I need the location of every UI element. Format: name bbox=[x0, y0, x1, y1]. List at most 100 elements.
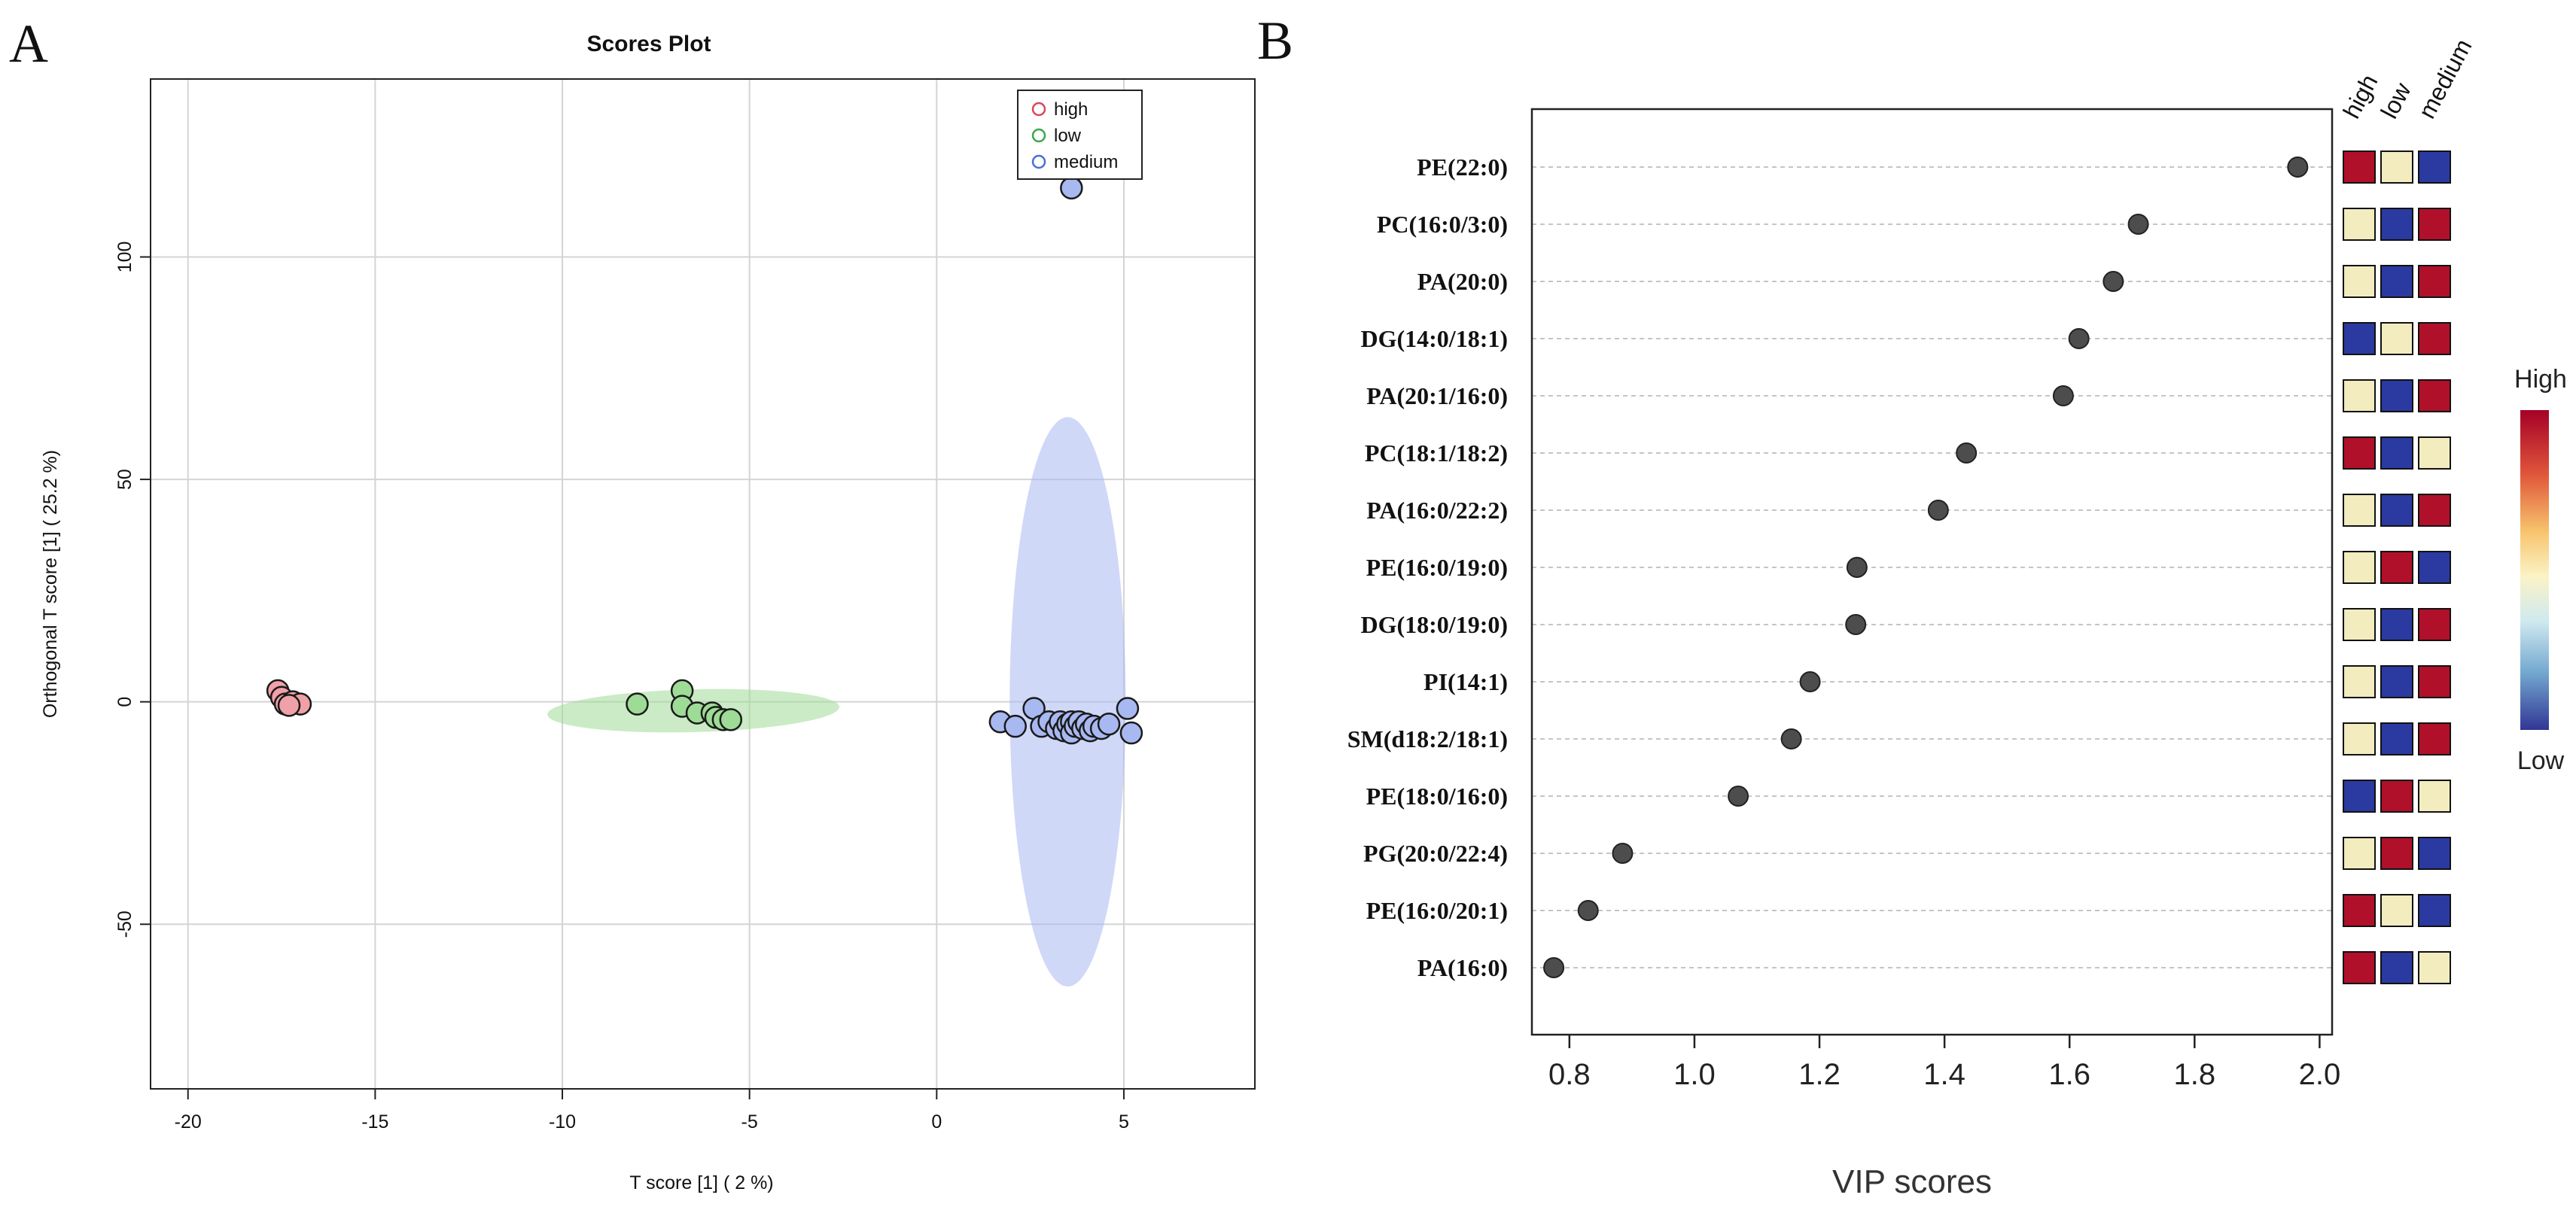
heatmap-cell-medium bbox=[2418, 608, 2451, 641]
x-tick-label: 2.0 bbox=[2299, 1058, 2341, 1091]
vip-point bbox=[1845, 614, 1867, 635]
category-label: PA(20:0) bbox=[1417, 268, 1508, 295]
category-label: PE(18:0/16:0) bbox=[1366, 783, 1508, 810]
heatmap-cell-medium bbox=[2418, 208, 2451, 241]
category-label: PI(14:1) bbox=[1423, 668, 1508, 695]
legend-label-medium: medium bbox=[1054, 152, 1118, 172]
y-tick-label: -50 bbox=[114, 911, 135, 938]
heatmap-cell-medium bbox=[2418, 322, 2451, 355]
heatmap-cell-medium bbox=[2418, 951, 2451, 984]
scores-plot-legend: high low medium bbox=[1017, 90, 1143, 180]
heatmap-cell-low bbox=[2380, 208, 2413, 241]
heatmap-cell-low bbox=[2380, 665, 2413, 698]
vip-plot: PE(22:0) PC(16:0/3:0) PA(20:0) DG(14:0/18:1… bbox=[1347, 35, 2567, 1200]
vip-point bbox=[2287, 157, 2309, 178]
category-label: PG(20:0/22:4) bbox=[1363, 840, 1508, 867]
heatmap-cell-high bbox=[2343, 722, 2376, 755]
point-medium bbox=[1060, 176, 1083, 200]
scores-plot-grid bbox=[151, 79, 1255, 1089]
x-tick-label: -15 bbox=[361, 1111, 388, 1132]
heatmap-cell-low bbox=[2380, 436, 2413, 470]
category-label: PC(18:1/18:2) bbox=[1365, 439, 1508, 467]
heatmap-cell-medium bbox=[2418, 551, 2451, 584]
point-medium bbox=[1097, 712, 1121, 736]
point-high bbox=[277, 694, 301, 717]
legend-marker-high bbox=[1031, 102, 1046, 117]
heatmap-cell-high bbox=[2343, 150, 2376, 184]
heatmap-cell-medium bbox=[2418, 436, 2451, 470]
heatmap-cell-low bbox=[2380, 379, 2413, 412]
heatmap-cell-high bbox=[2343, 665, 2376, 698]
x-tick-label: 1.8 bbox=[2173, 1058, 2215, 1091]
legend-label-low: low bbox=[1054, 126, 1082, 146]
x-tick-label: 5 bbox=[1119, 1111, 1129, 1132]
category-label: PC(16:0/3:0) bbox=[1377, 211, 1508, 238]
heatmap-cell-high bbox=[2343, 837, 2376, 870]
x-tick-label: -5 bbox=[741, 1111, 758, 1132]
vip-plot-x-axis: 0.8 1.0 1.2 1.4 1.6 1.8 2.0 bbox=[1548, 1035, 2340, 1091]
category-label: PA(16:0) bbox=[1417, 954, 1508, 981]
heatmap-cell-medium bbox=[2418, 494, 2451, 527]
heatmap-cell-low bbox=[2380, 608, 2413, 641]
vip-colorbar: High Low bbox=[2514, 365, 2567, 775]
heatmap-cell-low bbox=[2380, 951, 2413, 984]
y-tick-label: 100 bbox=[114, 242, 135, 273]
category-label: PA(16:0/22:2) bbox=[1366, 497, 1508, 524]
vip-point bbox=[1728, 786, 1749, 807]
heatmap-cell-low bbox=[2380, 722, 2413, 755]
legend-label-high: high bbox=[1054, 99, 1088, 120]
heatmap-cell-medium bbox=[2418, 665, 2451, 698]
point-medium bbox=[1119, 721, 1143, 745]
heatmap-cell-low bbox=[2380, 150, 2413, 184]
y-tick-label: 0 bbox=[114, 697, 135, 707]
heatmap-cell-high bbox=[2343, 894, 2376, 927]
x-tick-label: 1.2 bbox=[1798, 1058, 1841, 1091]
x-tick-label: -20 bbox=[175, 1111, 202, 1132]
heatmap-cell-high bbox=[2343, 322, 2376, 355]
vip-heatmap bbox=[2343, 150, 2451, 984]
panel-b-label: B bbox=[1257, 11, 1293, 71]
heatmap-cell-low bbox=[2380, 494, 2413, 527]
vip-point bbox=[1543, 957, 1565, 978]
vip-point bbox=[1577, 900, 1599, 921]
x-tick-label: 0 bbox=[931, 1111, 942, 1132]
category-label: PA(20:1/16:0) bbox=[1366, 382, 1508, 409]
heatmap-cell-low bbox=[2380, 551, 2413, 584]
heatmap-cell-medium bbox=[2418, 379, 2451, 412]
scores-plot-title: Scores Plot bbox=[586, 32, 711, 56]
point-medium bbox=[1116, 697, 1140, 720]
heatmap-cell-medium bbox=[2418, 837, 2451, 870]
x-tick-label: 1.6 bbox=[2048, 1058, 2090, 1091]
heatmap-cell-high bbox=[2343, 951, 2376, 984]
vip-point bbox=[1612, 843, 1634, 864]
y-tick-label: 50 bbox=[114, 469, 135, 490]
heatmap-cell-high bbox=[2343, 551, 2376, 584]
colorbar-high-label: High bbox=[2514, 365, 2567, 394]
heatmap-cell-medium bbox=[2418, 722, 2451, 755]
legend-box bbox=[1017, 90, 1143, 180]
heatmap-cell-medium bbox=[2418, 894, 2451, 927]
vip-point bbox=[1956, 442, 1978, 464]
heatmap-cell-high bbox=[2343, 379, 2376, 412]
point-low bbox=[719, 708, 743, 731]
heatmap-cell-high bbox=[2343, 494, 2376, 527]
heatmap-cell-high bbox=[2343, 780, 2376, 813]
vip-point bbox=[2068, 328, 2090, 349]
category-label: PE(16:0/20:1) bbox=[1366, 897, 1508, 924]
colorbar-gradient bbox=[2520, 410, 2549, 730]
x-tick-label: -10 bbox=[549, 1111, 576, 1132]
heatmap-cell-low bbox=[2380, 837, 2413, 870]
vip-plot-frame bbox=[1530, 108, 2334, 1036]
heatmap-cell-medium bbox=[2418, 150, 2451, 184]
vip-point bbox=[1799, 671, 1821, 692]
x-tick-label: 1.0 bbox=[1673, 1058, 1716, 1091]
vip-point bbox=[1780, 728, 1802, 749]
heatmap-cell-low bbox=[2380, 780, 2413, 813]
vip-point bbox=[2103, 271, 2124, 292]
heatmap-cell-low bbox=[2380, 322, 2413, 355]
heatmap-cell-low bbox=[2380, 265, 2413, 298]
heatmap-header-high: high bbox=[2337, 70, 2383, 123]
